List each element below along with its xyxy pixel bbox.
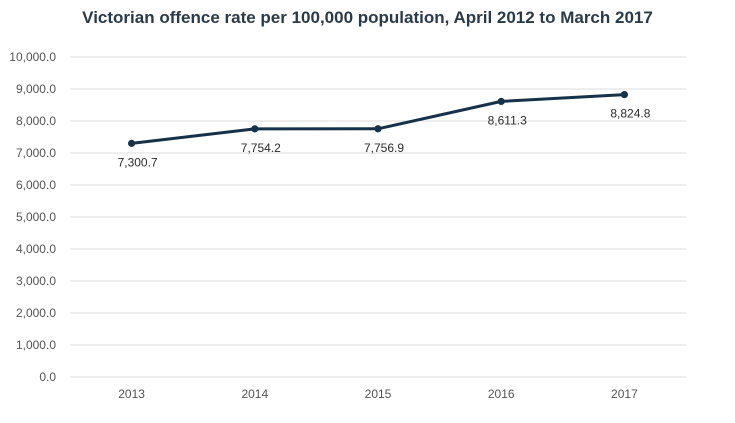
data-label: 7,754.2 [241,141,281,155]
y-tick-label: 6,000.0 [16,178,56,192]
x-axis-tick-labels: 2013 2014 2015 2016 2017 [118,387,638,401]
y-tick-label: 1,000.0 [16,338,56,352]
y-tick-label: 8,000.0 [16,114,56,128]
data-label: 7,300.7 [118,155,158,169]
data-point [497,97,505,106]
chart-title: Victorian offence rate per 100,000 popul… [82,8,653,27]
y-tick-label: 2,000.0 [16,306,56,320]
y-tick-label: 10,000.0 [9,50,56,64]
data-point [128,139,136,147]
data-point [251,125,259,133]
y-tick-label: 0.0 [39,370,56,384]
series-line [131,93,625,145]
x-tick-label: 2013 [118,387,145,401]
data-point [620,91,629,99]
y-tick-label: 9,000.0 [16,82,56,96]
y-axis-tick-labels: 0.0 1,000.0 2,000.0 3,000.0 4,000.0 5,000.0 6,… [9,50,56,384]
data-labels: 7,300.7 7,754.2 7,756.9 8,611.3 8,824.8 [118,107,651,170]
data-label: 8,824.8 [610,107,650,121]
x-tick-label: 2017 [611,387,638,401]
y-tick-label: 7,000.0 [16,146,56,160]
data-label: 8,611.3 [488,113,527,127]
y-tick-label: 4,000.0 [16,242,56,256]
series-layer [128,91,629,147]
x-tick-label: 2015 [365,387,392,401]
data-label: 7,756.9 [364,141,404,155]
y-tick-label: 5,000.0 [16,210,56,224]
y-tick-label: 3,000.0 [16,274,56,288]
x-tick-label: 2014 [241,387,268,401]
gridlines [70,56,686,378]
x-tick-label: 2016 [488,387,515,401]
data-point [374,125,382,133]
